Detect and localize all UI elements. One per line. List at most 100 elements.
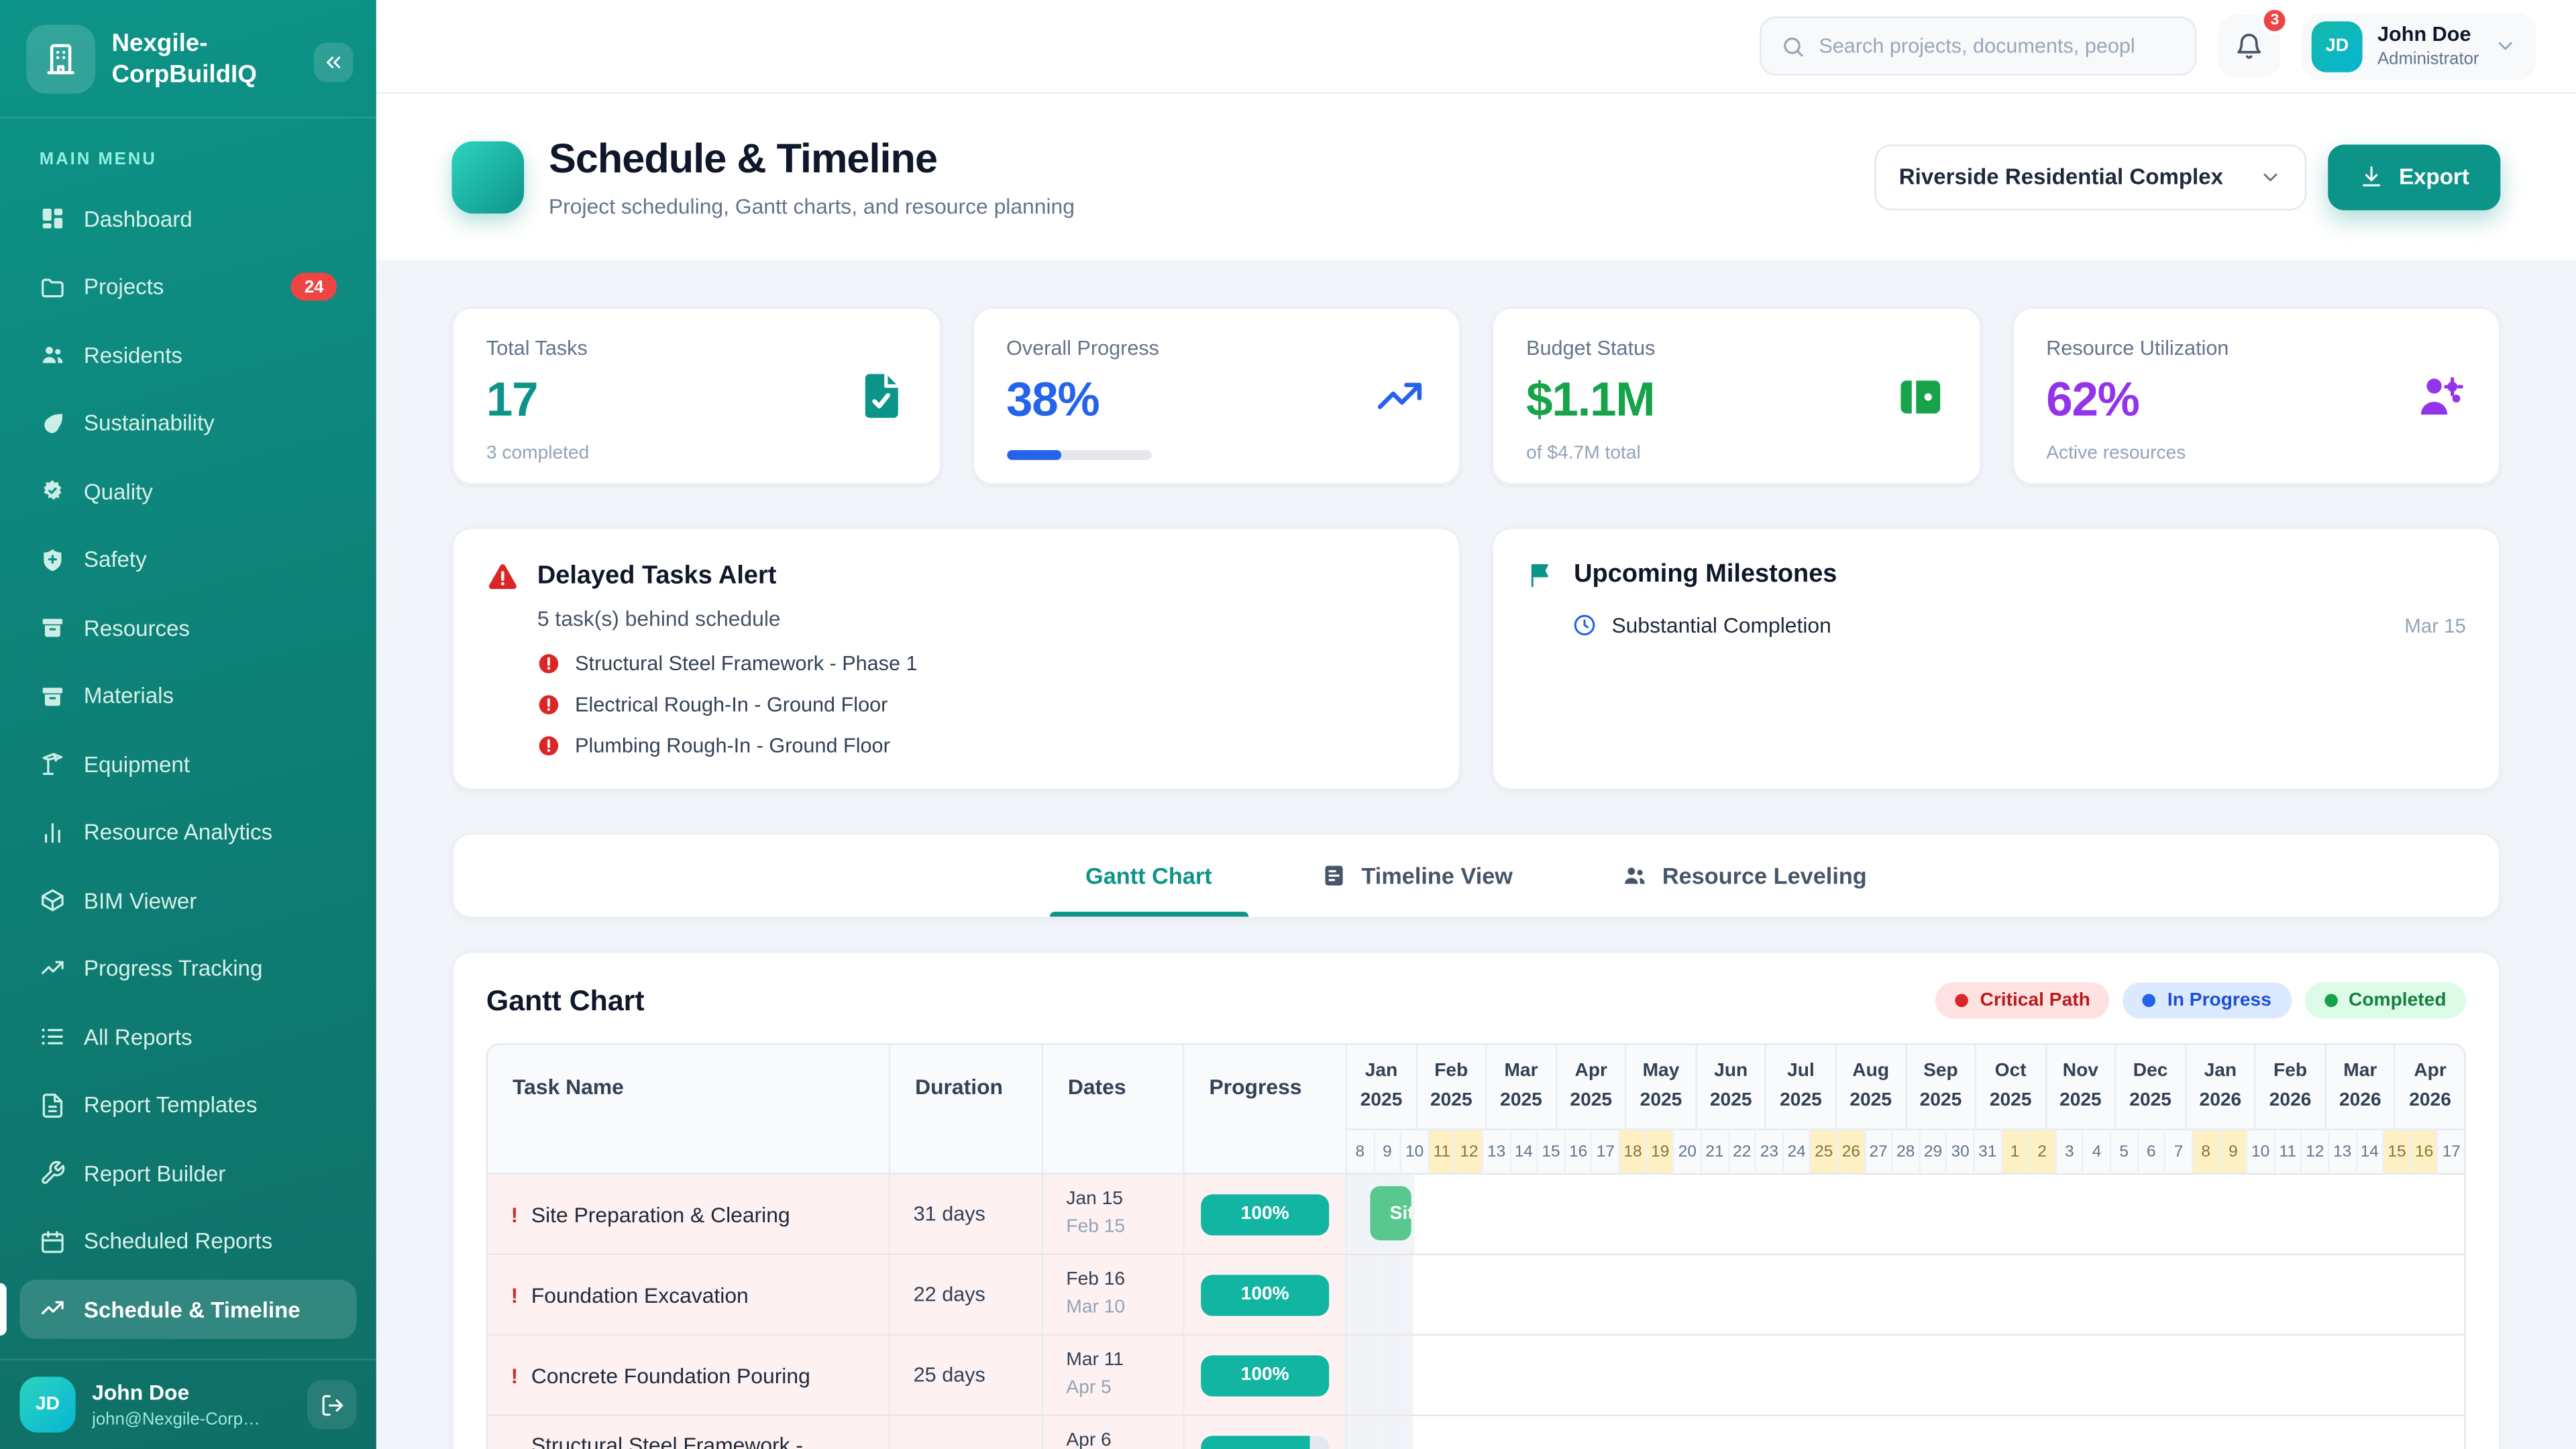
sidebar-item-quality[interactable]: Quality <box>19 462 356 521</box>
notifications-button[interactable]: 3 <box>2218 6 2289 78</box>
calendar-icon <box>40 1228 66 1254</box>
sidebar-header: Nexgile-CorpBuildIQ <box>0 0 376 119</box>
timeline-day-cell <box>1395 1416 1397 1449</box>
timeline-day-cell <box>1383 1336 1385 1415</box>
gantt-bar[interactable]: Site Preparation & Clearing <box>1370 1186 1411 1240</box>
sidebar-item-progress-tracking[interactable]: Progress Tracking <box>19 939 356 998</box>
legend-pill-in-progress: In Progress <box>2123 982 2292 1019</box>
timeline-day-cell <box>1395 1255 1397 1334</box>
logout-button[interactable] <box>307 1380 357 1430</box>
sidebar-item-report-templates[interactable]: Report Templates <box>19 1075 356 1134</box>
sidebar-item-scheduled-reports[interactable]: Scheduled Reports <box>19 1212 356 1271</box>
gantt-task-row[interactable]: ! Concrete Foundation Pouring 25 days Mar 1… <box>488 1336 2465 1417</box>
sidebar-item-resource-analytics[interactable]: Resource Analytics <box>19 802 356 861</box>
delayed-tasks-title: Delayed Tasks Alert <box>537 561 777 590</box>
sidebar-item-projects[interactable]: Projects 24 <box>19 257 356 316</box>
critical-exclamation-icon: ! <box>511 1201 519 1227</box>
timeline-day-cell <box>1406 1416 1408 1449</box>
critical-exclamation-icon: ! <box>511 1444 519 1449</box>
stat-value: 17 <box>486 374 539 427</box>
column-header-progress: Progress <box>1184 1044 1348 1173</box>
sidebar: Nexgile-CorpBuildIQ MAIN MENU Dashboard P… <box>0 0 376 1449</box>
sidebar-item-equipment[interactable]: Equipment <box>19 735 356 794</box>
timeline-day-cell <box>1356 1336 1359 1415</box>
sidebar-user-email: john@Nexgile-CorpBuil... <box>92 1409 264 1430</box>
sidebar-item-report-builder[interactable]: Report Builder <box>19 1143 356 1202</box>
stat-value: 62% <box>2046 374 2140 427</box>
sidebar-item-sustainability[interactable]: Sustainability <box>19 394 356 453</box>
sidebar-item-dashboard[interactable]: Dashboard <box>19 189 356 248</box>
timeline-day-cell <box>1396 1255 1399 1334</box>
sidebar-item-materials[interactable]: Materials <box>19 666 356 725</box>
day-header: 23 <box>1756 1130 1784 1173</box>
day-header: 3 <box>2057 1130 2084 1173</box>
projects-count-badge: 24 <box>291 272 337 301</box>
export-button[interactable]: Export <box>2328 144 2501 210</box>
timeline-day-cell <box>1368 1255 1371 1334</box>
day-header: 22 <box>1729 1130 1757 1173</box>
search-input[interactable] <box>1819 34 2176 58</box>
trend-icon <box>40 1296 66 1322</box>
day-header: 2 <box>2029 1130 2057 1173</box>
day-header: 12 <box>1456 1130 1484 1173</box>
sidebar-item-bim-viewer[interactable]: BIM Viewer <box>19 871 356 930</box>
timeline-day-cell <box>1363 1255 1366 1334</box>
gantt-task-row[interactable]: ! Site Preparation & Clearing 31 days Jan 1… <box>488 1175 2465 1256</box>
user-menu[interactable]: JD John Doe Administrator <box>2302 12 2537 80</box>
sidebar-item-safety[interactable]: Safety <box>19 530 356 589</box>
delayed-tasks-subtitle: 5 task(s) behind schedule <box>537 606 781 631</box>
task-name: Foundation Excavation <box>531 1282 749 1307</box>
task-progress-cell: 100% <box>1184 1175 1348 1254</box>
day-header: 14 <box>2357 1130 2384 1173</box>
gantt-legend: Critical Path In Progress Completed <box>1935 982 2466 1019</box>
timeline-day-cell <box>1386 1336 1389 1415</box>
project-selector[interactable]: Riverside Residential Complex <box>1874 144 2307 210</box>
timeline-day-cell <box>1366 1175 1368 1254</box>
timeline-day-cell <box>1391 1416 1393 1449</box>
month-header: Mar 2025 <box>1487 1044 1557 1129</box>
timeline-day-cell <box>1401 1255 1403 1334</box>
main-content: Total Tasks 17 3 completed Overall Progress… <box>376 260 2576 1449</box>
legend-label: Completed <box>2349 990 2447 1011</box>
timeline-day-cell <box>1368 1175 1371 1254</box>
timeline-day-cell <box>1348 1175 1351 1254</box>
sidebar-collapse-button[interactable] <box>313 42 354 83</box>
tab-resource-leveling[interactable]: Resource Leveling <box>1615 835 1874 916</box>
sidebar-item-label: Equipment <box>83 751 190 777</box>
sidebar-item-label: Progress Tracking <box>83 956 263 981</box>
timeline-day-cell <box>1383 1255 1385 1334</box>
task-progress-cell: 100% <box>1184 1336 1348 1415</box>
progress-badge: 100% <box>1201 1193 1330 1235</box>
sidebar-item-resources[interactable]: Resources <box>19 598 356 657</box>
column-header-dates: Dates <box>1043 1044 1185 1173</box>
timeline-day-cell <box>1363 1175 1366 1254</box>
task-check-icon <box>853 369 906 421</box>
chevron-down-icon <box>2494 34 2517 57</box>
timeline-day-cell <box>1398 1416 1400 1449</box>
gantt-task-row[interactable]: ! Foundation Excavation 22 days Feb 16 Mar 1… <box>488 1255 2465 1336</box>
tab-gantt-chart[interactable]: Gantt Chart <box>1049 835 1248 917</box>
tab-timeline-view[interactable]: Timeline View <box>1313 835 1519 916</box>
day-header: 30 <box>1947 1130 1975 1173</box>
timeline-day-cell <box>1350 1175 1352 1254</box>
gantt-task-row[interactable]: ! Structural Steel Framework - Phase 1 44 … <box>488 1416 2464 1449</box>
project-selector-value: Riverside Residential Complex <box>1898 164 2224 189</box>
month-header: Sep 2025 <box>1907 1044 1977 1129</box>
day-header: 29 <box>1920 1130 1948 1173</box>
sidebar-item-residents[interactable]: Residents <box>19 325 356 384</box>
page-subtitle: Project scheduling, Gantt charts, and re… <box>548 193 1075 218</box>
sidebar-item-schedule-timeline[interactable]: Schedule & Timeline <box>0 1279 357 1339</box>
sidebar-item-label: Report Templates <box>83 1092 258 1118</box>
timeline-day-cell <box>1396 1416 1399 1449</box>
day-header: 10 <box>1402 1130 1430 1173</box>
task-name-cell: ! Site Preparation & Clearing <box>488 1175 891 1254</box>
timeline-day-cell <box>1370 1416 1372 1449</box>
timeline-day-cell <box>1365 1336 1367 1415</box>
task-end-date: Mar 10 <box>1066 1297 1126 1318</box>
sidebar-item-all-reports[interactable]: All Reports <box>19 1007 356 1066</box>
chevron-down-icon <box>2259 165 2282 188</box>
stat-value: 38% <box>1006 374 1100 427</box>
timeline-day-cell <box>1352 1255 1354 1334</box>
month-header: Nov 2025 <box>2047 1044 2116 1129</box>
stat-sublabel: 3 completed <box>486 443 590 464</box>
